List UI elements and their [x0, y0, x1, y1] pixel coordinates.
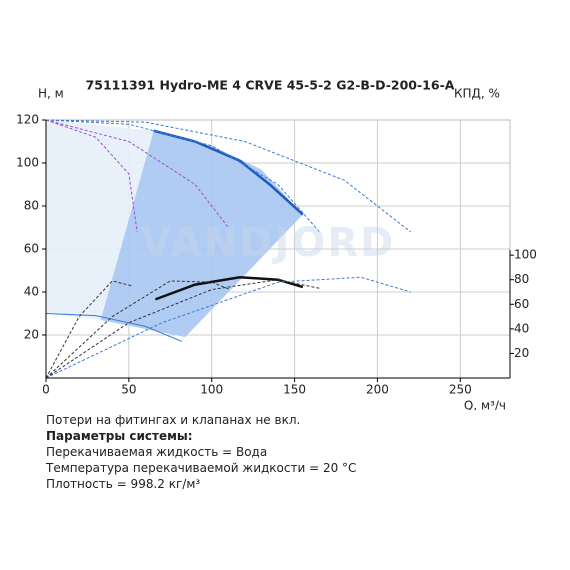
curve — [45, 119, 320, 233]
y-tick-label: 120 — [16, 113, 39, 127]
x-axis-label: Q, м³/ч — [464, 399, 506, 411]
plot — [45, 119, 511, 379]
chart: VANDJORD 75111391 Hydro-ME 4 CRVE 45-5-2… — [16, 78, 537, 411]
note-header: Параметры системы: — [46, 428, 356, 444]
curve — [45, 313, 183, 342]
note: Температура перекачиваемой жидкости = 20… — [46, 461, 357, 475]
curve — [45, 276, 411, 379]
y2-tick-label: 100 — [514, 248, 537, 262]
x-tick-label: 250 — [449, 383, 472, 397]
y2-axis-label: КПД, % — [454, 87, 500, 101]
note-header-text: Параметры системы: — [46, 429, 193, 443]
operating-area — [100, 130, 303, 338]
curve — [45, 119, 411, 233]
y-tick-label: 100 — [16, 156, 39, 170]
chart-title: 75111391 Hydro-ME 4 CRVE 45-5-2 G2-B-D-2… — [86, 78, 455, 93]
x-tick-label: 0 — [42, 383, 50, 397]
y-tick-label: 60 — [24, 242, 39, 256]
curve — [45, 279, 320, 379]
curve — [154, 276, 304, 301]
y2-tick-label: 80 — [514, 272, 529, 286]
curve — [45, 280, 231, 379]
y2-tick-label: 40 — [514, 321, 529, 335]
operating-area — [46, 120, 154, 320]
note: Перекачиваемая жидкость = Вода — [46, 445, 268, 459]
x-tick-label: 200 — [366, 383, 389, 397]
curve — [45, 119, 138, 232]
note: Плотность = 998.2 кг/м³ — [46, 477, 201, 491]
y-tick-label: 20 — [24, 328, 39, 342]
y-tick-label: 80 — [24, 199, 39, 213]
y-axis-label: H, м — [38, 87, 64, 101]
y-tick-label: 40 — [24, 285, 39, 299]
x-tick-label: 50 — [121, 383, 136, 397]
y2-tick-label: 20 — [514, 346, 529, 360]
watermark: VANDJORD — [141, 220, 396, 266]
note: Потери на фитингах и клапанах не вкл. — [46, 413, 301, 427]
curve — [45, 119, 229, 228]
notes: Потери на фитингах и клапанах не вкл. Па… — [46, 412, 356, 492]
x-tick-label: 150 — [283, 383, 306, 397]
y2-tick-label: 60 — [514, 297, 529, 311]
x-tick-label: 100 — [200, 383, 223, 397]
